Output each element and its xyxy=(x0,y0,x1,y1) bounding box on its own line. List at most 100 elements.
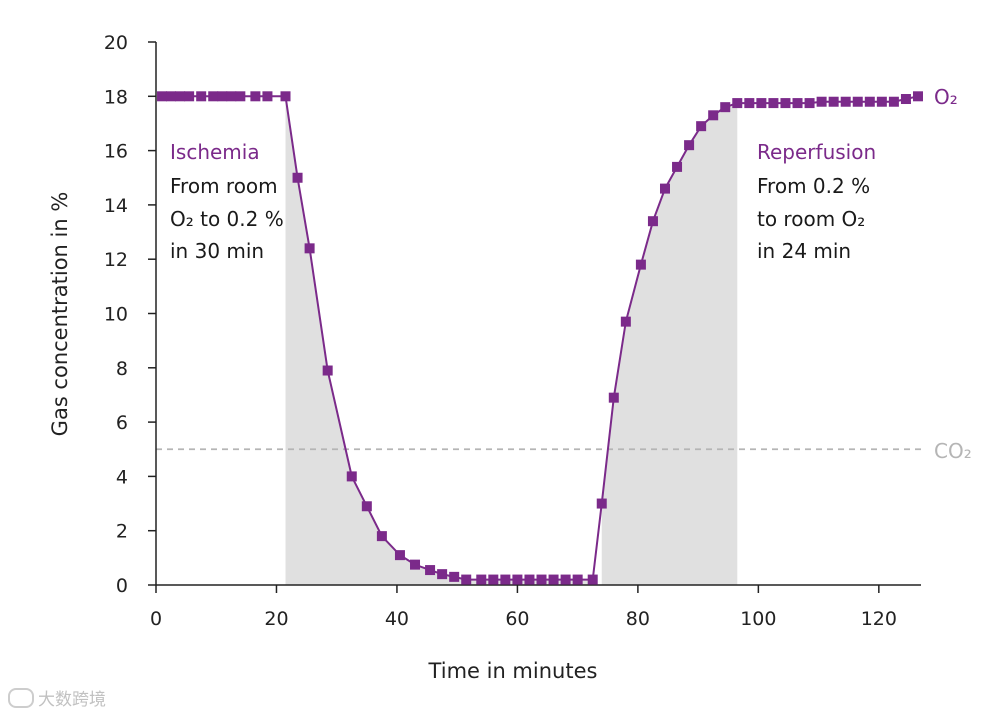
shaded-region-2 xyxy=(601,103,738,586)
watermark-logo-icon xyxy=(8,687,34,708)
o2-point-24 xyxy=(476,574,487,585)
o2-point-14 xyxy=(322,365,333,376)
o2-point-38 xyxy=(647,216,658,227)
shaded-region-1 xyxy=(285,96,593,586)
o2-point-32 xyxy=(572,574,583,585)
o2-point-23 xyxy=(461,574,472,585)
o2-point-43 xyxy=(708,110,719,121)
y-tick-label-0: 0 xyxy=(116,575,128,597)
o2-point-0 xyxy=(157,91,168,102)
o2-point-11 xyxy=(280,91,291,102)
o2-point-60 xyxy=(912,91,923,102)
o2-point-58 xyxy=(888,96,899,107)
o2-point-3 xyxy=(184,91,195,102)
o2-point-33 xyxy=(587,574,598,585)
reperfusion-line-3: in 24 min xyxy=(757,239,851,263)
o2-point-36 xyxy=(620,316,631,327)
o2-point-30 xyxy=(548,574,559,585)
o2-point-28 xyxy=(524,574,535,585)
y-tick-label-10: 10 xyxy=(104,304,128,326)
y-tick-label-12: 12 xyxy=(104,249,128,271)
reperfusion-line-1: From 0.2 % xyxy=(757,174,870,198)
o2-point-46 xyxy=(744,98,755,109)
o2-point-26 xyxy=(500,574,511,585)
y-tick-label-18: 18 xyxy=(104,86,128,108)
o2-point-10 xyxy=(262,91,273,102)
y-tick-label-2: 2 xyxy=(116,521,128,543)
o2-point-52 xyxy=(816,96,827,107)
x-tick-label-80: 80 xyxy=(626,608,650,630)
y-tick-label-14: 14 xyxy=(104,195,128,217)
o2-point-18 xyxy=(394,550,405,561)
o2-point-1 xyxy=(166,91,177,102)
o2-point-34 xyxy=(596,498,607,509)
o2-point-31 xyxy=(560,574,571,585)
o2-point-12 xyxy=(292,172,303,183)
x-tick-label-100: 100 xyxy=(740,608,776,630)
o2-point-6 xyxy=(217,91,228,102)
o2-point-54 xyxy=(840,96,851,107)
ischemia-line-3: in 30 min xyxy=(170,239,264,263)
o2-point-35 xyxy=(608,392,619,403)
y-tick-label-4: 4 xyxy=(116,466,128,488)
o2-point-2 xyxy=(175,91,186,102)
reperfusion-heading: Reperfusion xyxy=(757,140,876,164)
o2-series xyxy=(157,91,923,585)
ischemia-heading: Ischemia xyxy=(170,140,260,164)
axes: 0 2 4 6 8 10 12 14 16 18 20 0 20 40 60 80 100 120 xyxy=(104,32,921,630)
watermark-text: 大数跨境 xyxy=(38,690,106,710)
o2-point-15 xyxy=(346,471,357,482)
watermark: 大数跨境 xyxy=(8,685,106,710)
ischemia-line-2: O₂ to 0.2 % xyxy=(170,207,284,231)
o2-point-41 xyxy=(684,140,695,151)
o2-point-48 xyxy=(768,98,779,109)
o2-point-55 xyxy=(852,96,863,107)
o2-point-27 xyxy=(512,574,523,585)
o2-point-5 xyxy=(208,91,219,102)
x-tick-label-0: 0 xyxy=(150,608,162,630)
o2-point-56 xyxy=(864,96,875,107)
o2-point-44 xyxy=(720,102,731,113)
o2-point-13 xyxy=(304,243,315,254)
x-tick-label-60: 60 xyxy=(505,608,529,630)
x-tick-label-120: 120 xyxy=(861,608,897,630)
o2-point-17 xyxy=(376,531,387,542)
o2-point-22 xyxy=(449,571,460,582)
o2-point-49 xyxy=(780,98,791,109)
o2-point-50 xyxy=(792,98,803,109)
o2-point-47 xyxy=(756,98,767,109)
ischemia-line-1: From room xyxy=(170,174,278,198)
o2-point-25 xyxy=(488,574,499,585)
shaded-regions xyxy=(285,96,738,586)
o2-point-39 xyxy=(659,183,670,194)
o2-point-40 xyxy=(672,161,683,172)
o2-point-37 xyxy=(635,259,646,270)
o2-point-9 xyxy=(250,91,261,102)
o2-point-7 xyxy=(226,91,237,102)
x-tick-label-20: 20 xyxy=(264,608,288,630)
reperfusion-line-2: to room O₂ xyxy=(757,207,865,231)
x-axis-title: Time in minutes xyxy=(428,659,598,683)
y-tick-label-20: 20 xyxy=(104,32,128,54)
o2-point-21 xyxy=(437,569,448,580)
co2-series-label: CO₂ xyxy=(934,439,972,463)
y-tick-label-16: 16 xyxy=(104,141,128,163)
y-axis-title: Gas concentration in % xyxy=(48,192,72,437)
x-tick-label-40: 40 xyxy=(385,608,409,630)
o2-point-45 xyxy=(732,98,743,109)
o2-line xyxy=(162,95,919,581)
o2-point-16 xyxy=(361,501,372,512)
o2-point-8 xyxy=(235,91,246,102)
o2-point-53 xyxy=(828,96,839,107)
o2-point-57 xyxy=(876,96,887,107)
y-tick-label-8: 8 xyxy=(116,358,128,380)
o2-series-label: O₂ xyxy=(934,85,958,109)
o2-point-51 xyxy=(804,98,815,109)
o2-point-29 xyxy=(536,574,547,585)
o2-point-42 xyxy=(696,121,707,132)
o2-point-20 xyxy=(425,565,436,576)
y-tick-label-6: 6 xyxy=(116,412,128,434)
o2-point-59 xyxy=(900,94,911,105)
o2-point-4 xyxy=(196,91,207,102)
